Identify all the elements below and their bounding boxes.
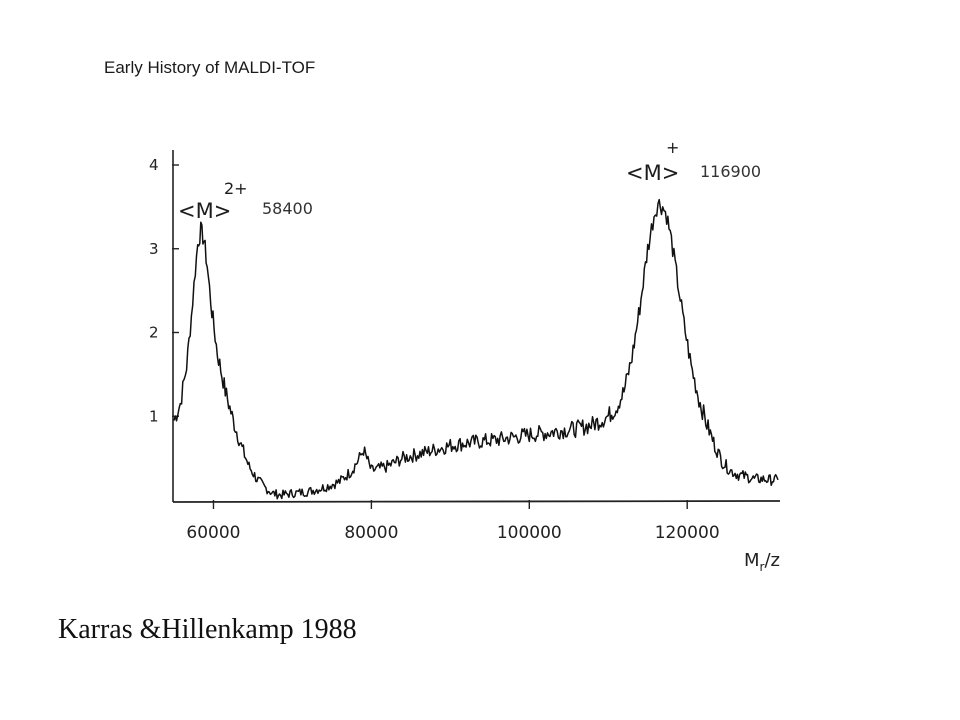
x-tick-label: 80000 bbox=[344, 523, 398, 543]
peak-mass-doubly-charged: 58400 bbox=[262, 199, 313, 218]
x-axis-label: Mr/z bbox=[744, 550, 780, 574]
peak-charge-singly-charged: + bbox=[666, 138, 679, 157]
axes: 1 2 3 4 60000 80000 100000 120000 Mr/z bbox=[149, 150, 781, 574]
citation: Karras &Hillenkamp 1988 bbox=[58, 614, 357, 645]
peak-charge-doubly-charged: 2+ bbox=[224, 179, 248, 198]
spectrum-line bbox=[173, 198, 779, 500]
y-tick-label: 4 bbox=[149, 156, 159, 174]
y-tick-label: 1 bbox=[149, 407, 159, 425]
spectrum-trace-group bbox=[173, 198, 779, 500]
slide-title: Early History of MALDI-TOF bbox=[104, 58, 316, 77]
peak-label-singly-charged: <M> bbox=[626, 161, 679, 185]
peak-label-doubly-charged: <M> bbox=[178, 199, 231, 223]
peak-mass-singly-charged: 116900 bbox=[700, 162, 761, 181]
x-tick-label: 60000 bbox=[186, 523, 240, 543]
labels: <M>2+58400<M>+116900 bbox=[178, 138, 761, 223]
x-tick-label: 100000 bbox=[497, 523, 562, 543]
y-tick-label: 2 bbox=[149, 324, 159, 342]
y-tick-label: 3 bbox=[149, 240, 159, 258]
x-tick-label: 120000 bbox=[655, 523, 720, 543]
x-axis-line bbox=[172, 500, 781, 503]
